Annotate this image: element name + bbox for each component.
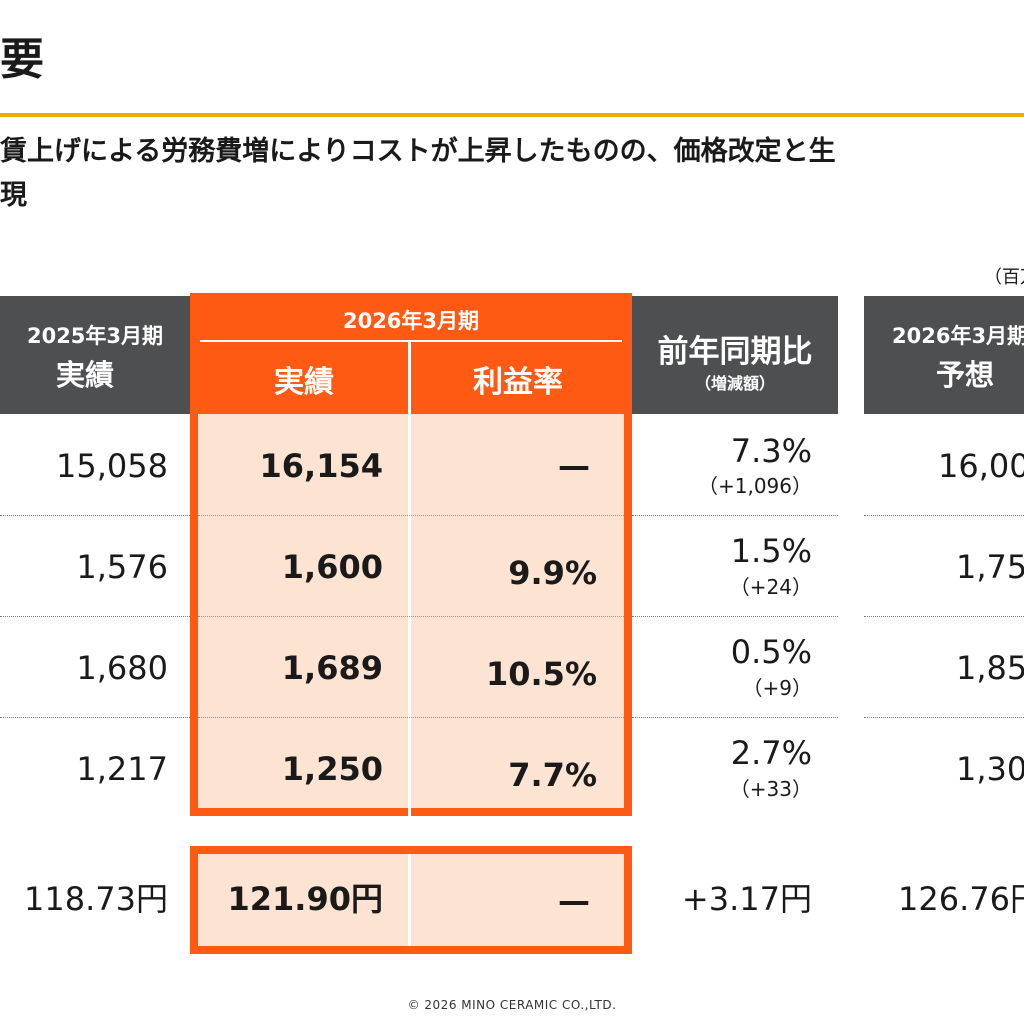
row-3-yoy-pct: 0.5% <box>730 633 812 671</box>
row-4-yoy-diff: （+33） <box>729 777 812 801</box>
row-divider <box>198 616 624 617</box>
header-forecast: 2026年3月期 予想 <box>864 296 1024 414</box>
row-divider <box>864 717 1024 718</box>
row-divider <box>632 515 838 516</box>
row-1-yoy-pct: 7.3% <box>730 432 812 470</box>
row-3-forecast: 1,85 <box>956 649 1024 687</box>
eps-margin: — <box>558 882 590 920</box>
row-4-margin: 7.7% <box>508 756 597 794</box>
row-divider <box>0 717 190 718</box>
row-4-actual: 1,250 <box>281 750 383 788</box>
row-1-prev: 15,058 <box>56 447 168 485</box>
header-prev-period: 2025年3月期 <box>26 324 164 348</box>
copyright-footer: © 2026 MINO CERAMIC CO.,LTD. <box>407 998 617 1012</box>
header-current-margin: 利益率 <box>473 365 563 400</box>
header-forecast-period: 2026年3月期 <box>892 324 1024 348</box>
eps-actual: 121.90円 <box>227 880 384 918</box>
header-forecast-label: 予想 <box>936 358 995 392</box>
row-2-prev: 1,576 <box>76 548 168 586</box>
row-divider <box>198 717 624 718</box>
row-divider <box>0 515 190 516</box>
row-divider <box>864 515 1024 516</box>
subtitle-line-2: 現 <box>0 180 27 211</box>
row-divider <box>632 717 838 718</box>
row-divider <box>632 616 838 617</box>
row-4-forecast: 1,30 <box>956 750 1024 788</box>
column-divider <box>408 342 411 816</box>
title-underline <box>0 113 1024 117</box>
header-yoy-label: 前年同期比 <box>657 334 813 370</box>
page-title: 要 <box>0 34 44 85</box>
row-2-yoy-pct: 1.5% <box>730 532 812 570</box>
header-current-period: 2026年3月期 <box>342 309 480 333</box>
eps-yoy: +3.17円 <box>681 880 812 918</box>
row-3-prev: 1,680 <box>76 649 168 687</box>
header-prev-year: 2025年3月期 実績 <box>0 296 190 414</box>
row-2-actual: 1,600 <box>281 548 383 586</box>
row-1-margin: — <box>558 447 590 485</box>
row-2-forecast: 1,75 <box>956 548 1024 586</box>
eps-forecast: 126.76円 <box>898 880 1024 918</box>
row-2-yoy-diff: （+24） <box>729 575 812 599</box>
row-1-actual: 16,154 <box>259 447 383 485</box>
row-2-margin: 9.9% <box>508 554 597 592</box>
current-period-frame: 2026年3月期 実績 利益率 <box>190 293 632 816</box>
header-group-divider <box>200 340 622 342</box>
eps-column-divider <box>408 854 411 946</box>
row-4-prev: 1,217 <box>76 750 168 788</box>
row-divider <box>0 616 190 617</box>
row-1-forecast: 16,00 <box>938 447 1024 485</box>
current-period-body <box>198 414 624 808</box>
row-3-actual: 1,689 <box>281 649 383 687</box>
header-current-actual: 実績 <box>274 365 334 400</box>
row-4-yoy-pct: 2.7% <box>730 734 812 772</box>
row-divider <box>864 616 1024 617</box>
row-divider <box>198 515 624 516</box>
header-prev-label: 実績 <box>55 358 114 392</box>
header-yoy-sub: （増減額） <box>694 374 775 393</box>
header-yoy: 前年同期比 （増減額） <box>632 296 838 414</box>
eps-current-body <box>198 854 624 946</box>
row-3-margin: 10.5% <box>485 655 597 693</box>
row-3-yoy-diff: （+9） <box>742 676 812 700</box>
unit-note: （百万 <box>984 267 1024 288</box>
eps-current-frame <box>190 846 632 954</box>
row-1-yoy-diff: （+1,096） <box>697 474 812 498</box>
eps-prev: 118.73円 <box>24 880 168 918</box>
subtitle-line-1: 賃上げによる労務費増によりコストが上昇したものの、価格改定と生 <box>0 136 836 167</box>
